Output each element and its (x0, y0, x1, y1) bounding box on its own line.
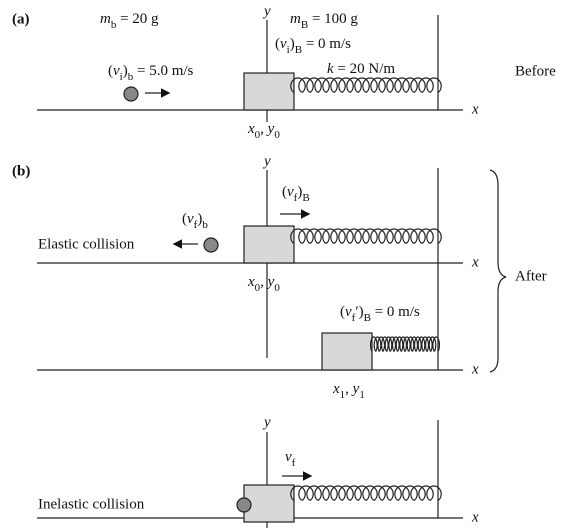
ball (203, 237, 219, 253)
label-part: v (280, 36, 287, 52)
label-part: ) (123, 63, 128, 79)
label-part: B (364, 312, 371, 324)
label-part: 1 (359, 389, 365, 401)
label: k = 20 N/m (327, 61, 395, 77)
axis-label: y (262, 414, 271, 430)
label-part: ) (197, 211, 202, 227)
label-part: i (287, 44, 290, 56)
label-part: , (260, 121, 268, 137)
stage-label: After (515, 268, 547, 284)
label: x0, y0 (247, 121, 280, 140)
label: vf (285, 449, 296, 468)
label-part: b (128, 71, 134, 83)
spring (290, 77, 442, 93)
label-part: 0 (274, 129, 280, 141)
stage-label: Before (515, 63, 556, 79)
label-part: v (287, 184, 294, 200)
label-part: 0 (274, 282, 280, 294)
block (321, 332, 373, 371)
brace (489, 169, 507, 373)
label: (vi)B = 0 m/s (275, 36, 351, 55)
block (243, 225, 295, 264)
axis-label: y (262, 3, 271, 19)
label-part: m (100, 11, 111, 27)
label-part: ( (275, 36, 280, 52)
label-part: = 0 m/s (302, 36, 351, 52)
coil (290, 485, 442, 501)
panel-label: (b) (12, 163, 30, 179)
label-part: 0 (255, 282, 261, 294)
label: mB = 100 g (290, 11, 358, 30)
label-part: 1 (340, 389, 346, 401)
label-part: = 0 m/s (371, 304, 420, 320)
axis-label: x (471, 361, 479, 377)
label-part: 0 (255, 129, 261, 141)
label: (vf)B (282, 184, 310, 203)
label: (vf)b (182, 211, 208, 230)
label-part: ) (297, 184, 302, 200)
label-part: v (187, 211, 194, 227)
label-part: = 100 g (308, 11, 358, 27)
block (243, 72, 295, 111)
spring (290, 485, 442, 501)
label-part: y (351, 381, 360, 397)
label-part: ( (282, 184, 287, 200)
label-part: B (295, 44, 302, 56)
label-part: = 5.0 m/s (133, 63, 193, 79)
label-part: i (120, 71, 123, 83)
label-part: b (111, 19, 117, 31)
label: (vf′)B = 0 m/s (340, 304, 420, 323)
axis-label: y (262, 153, 271, 169)
label-part: x (247, 274, 255, 290)
label-part: y (266, 274, 275, 290)
label-part: B (301, 19, 308, 31)
caption: Inelastic collision (38, 496, 145, 512)
label-part: x (332, 381, 340, 397)
label-part: b (202, 219, 208, 231)
label-part: = 20 N/m (334, 61, 396, 77)
coil (369, 336, 441, 352)
spring (369, 336, 441, 352)
label-part: f (352, 312, 356, 324)
label: x0, y0 (247, 274, 280, 293)
label-part: v (345, 304, 352, 320)
spring (290, 228, 442, 244)
label-part: f (292, 457, 296, 469)
axis-label: x (471, 101, 479, 117)
label-part: ) (290, 36, 295, 52)
label-part: ′ (355, 304, 358, 320)
label-part: v (113, 63, 120, 79)
panel-label: (a) (12, 11, 30, 27)
coil (290, 228, 442, 244)
label-part: , (345, 381, 353, 397)
axis-label: x (471, 254, 479, 270)
label-part: m (290, 11, 301, 27)
label-part: ( (182, 211, 187, 227)
label-part: k (327, 61, 334, 77)
label-part: , (260, 274, 268, 290)
coil (290, 77, 442, 93)
label-part: f (194, 219, 198, 231)
block (243, 484, 295, 523)
label-part: B (302, 192, 309, 204)
label: mb = 20 g (100, 11, 159, 30)
label-part: = 20 g (116, 11, 159, 27)
label-part: ( (340, 304, 345, 320)
caption: Elastic collision (38, 236, 135, 252)
label-part: ( (108, 63, 113, 79)
label-part: f (294, 192, 298, 204)
label: (vi)b = 5.0 m/s (108, 63, 194, 82)
ball (236, 497, 252, 513)
label-part: v (285, 449, 292, 465)
ball (123, 86, 139, 102)
axis-label: x (471, 509, 479, 525)
label-part: x (247, 121, 255, 137)
label-part: y (266, 121, 275, 137)
label: x1, y1 (332, 381, 365, 400)
label-part: ) (359, 304, 364, 320)
